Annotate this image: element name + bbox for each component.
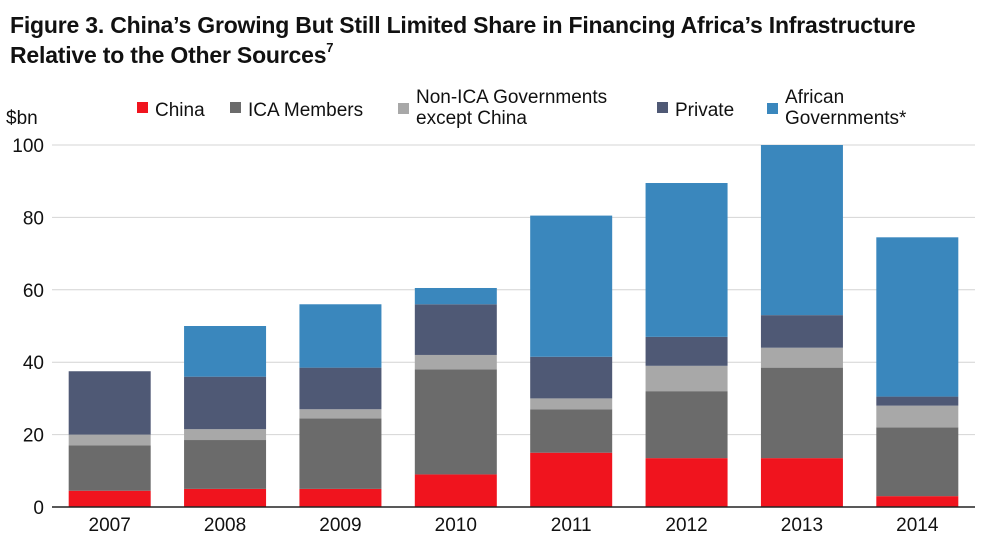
x-tick-label: 2013 [781,515,823,536]
bar-segment-2010-s4 [414,287,497,305]
legend-swatch-2 [398,103,409,114]
bar-segment-2011-s2 [530,398,613,410]
bar-segment-2007-s2 [68,434,151,446]
y-tick-label: 0 [33,498,44,519]
bar-segment-2013-s3 [760,315,843,348]
bar-segment-2008-s1 [184,440,267,489]
y-tick-label: 100 [12,136,44,157]
bar-segment-2011-s1 [530,409,613,453]
bar-segment-2014-s2 [876,405,959,428]
bar-segment-2008-s4 [184,326,267,377]
x-tick-label: 2014 [896,515,939,536]
bar-segment-2009-s1 [299,418,382,489]
y-tick-label: 60 [23,281,44,302]
bar-segment-2010-s2 [414,354,497,370]
bar-segment-2010-s0 [414,474,497,507]
chart-title-line-2-text: Relative to the Other Sources [10,42,327,68]
bar-segment-2009-s3 [299,367,382,410]
bar-segment-2011-s0 [530,452,613,507]
y-tick-labels: 0 20 40 60 80 100 [12,136,44,519]
bar-segment-2007-s0 [68,490,151,507]
bar-segment-2012-s1 [645,391,728,459]
bar-segment-2011-s4 [530,215,613,357]
bars [68,145,959,507]
y-tick-label: 40 [23,353,44,374]
x-tick-label: 2007 [89,515,131,536]
x-tick-labels: 2007 2008 2009 2010 2011 2012 2013 2014 [89,515,939,536]
bar-segment-2014-s3 [876,396,959,406]
legend-swatch-4 [767,103,778,114]
legend-swatch-1 [230,102,241,113]
bar-segment-2010-s1 [414,369,497,475]
bar-segment-2013-s0 [760,458,843,507]
bar-segment-2007-s3 [68,371,151,435]
bar-segment-2008-s0 [184,488,267,507]
bar-segment-2012-s3 [645,336,728,366]
bar-segment-2010-s3 [414,304,497,355]
legend-label-1-0: ICA Members [248,100,363,121]
legend-label-2-1: except China [416,108,527,129]
bar-segment-2007-s1 [68,445,151,491]
chart-title-line-1: Figure 3. China’s Growing But Still Limi… [10,12,916,38]
bar-segment-2013-s4 [760,145,843,316]
legend-label-3-0: Private [675,100,734,121]
bar-segment-2009-s0 [299,488,382,507]
y-tick-label: 80 [23,208,44,229]
bar-segment-2014-s0 [876,496,959,507]
bar-segment-2013-s1 [760,367,843,459]
legend-swatch-3 [657,102,668,113]
bar-segment-2008-s3 [184,376,267,430]
x-tick-label: 2009 [319,515,361,536]
bar-segment-2012-s4 [645,183,728,337]
legend-swatch-0 [137,102,148,113]
chart-title-line-2: Relative to the Other Sources7 [10,40,990,70]
legend-label-4-1: Governments* [785,108,907,129]
bar-segment-2013-s2 [760,347,843,368]
x-tick-label: 2012 [665,515,707,536]
bar-segment-2009-s4 [299,304,382,368]
x-tick-label: 2011 [551,515,592,536]
x-tick-label: 2008 [204,515,246,536]
bar-segment-2008-s2 [184,429,267,441]
bar-segment-2012-s2 [645,365,728,392]
bar-segment-2009-s2 [299,409,382,419]
legend-label-4-0: African [785,87,844,108]
y-axis-unit-label: $bn [6,108,38,129]
bar-segment-2012-s0 [645,458,728,507]
bar-segment-2011-s3 [530,356,613,399]
y-tick-label: 20 [23,426,44,447]
bar-segment-2014-s1 [876,427,959,497]
legend-label-0-0: China [155,100,205,121]
legend: China ICA Members Non-ICA Governmentsexcep… [137,87,907,129]
chart-title: Figure 3. China’s Growing But Still Limi… [10,10,990,70]
title-footnote-marker: 7 [326,40,334,55]
x-tick-label: 2010 [435,515,477,536]
bar-segment-2014-s4 [876,237,959,397]
legend-label-2-0: Non-ICA Governments [416,87,607,108]
